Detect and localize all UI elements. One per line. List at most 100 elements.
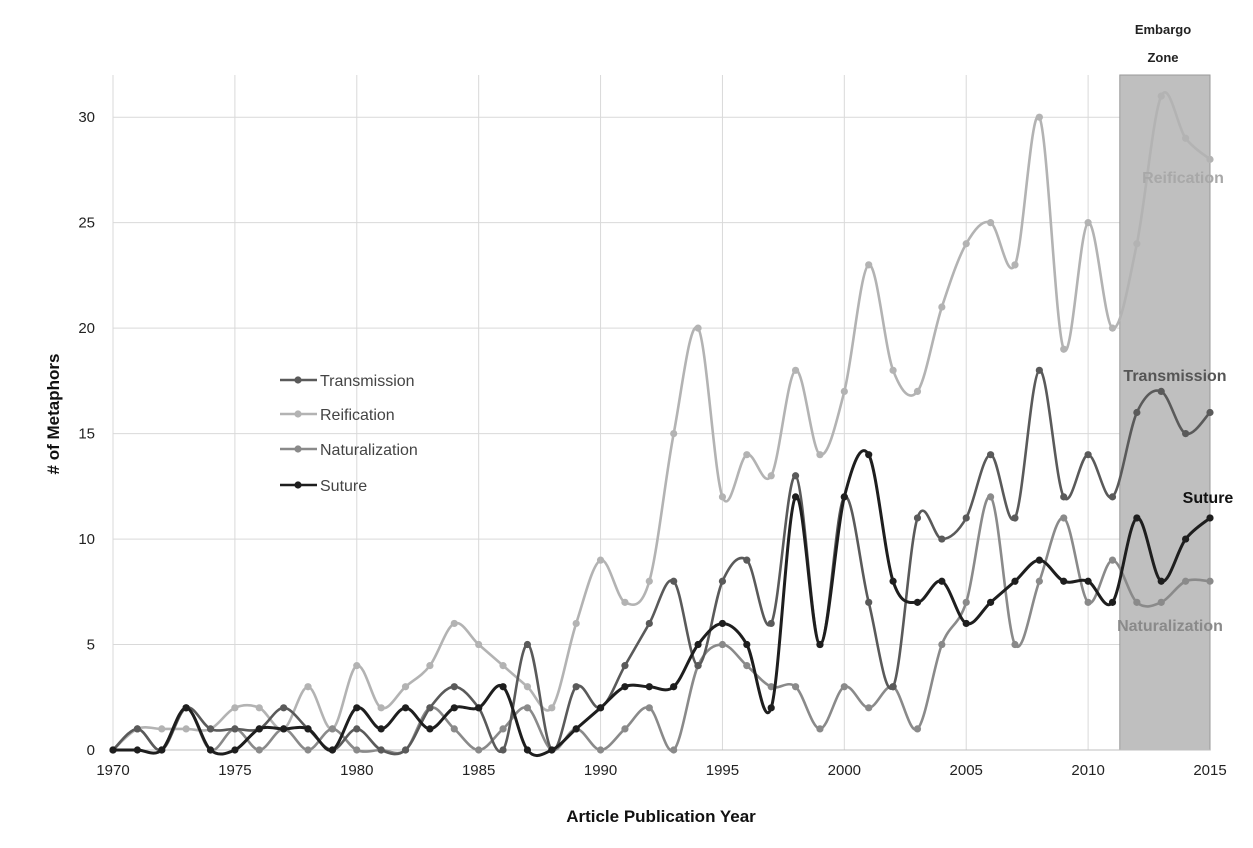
data-point bbox=[743, 556, 751, 564]
data-point bbox=[840, 683, 848, 691]
data-point bbox=[353, 746, 361, 754]
end-label-suture: Suture bbox=[1183, 490, 1234, 507]
data-point bbox=[743, 662, 751, 670]
legend-label-reification: Reification bbox=[320, 407, 395, 424]
data-point bbox=[938, 535, 946, 543]
data-point bbox=[1035, 556, 1043, 564]
data-point bbox=[791, 366, 800, 374]
data-point bbox=[767, 704, 775, 712]
data-point bbox=[938, 577, 946, 585]
legend-swatch-marker bbox=[294, 376, 302, 384]
data-point bbox=[962, 240, 970, 248]
data-point bbox=[523, 640, 532, 649]
data-point bbox=[475, 640, 483, 649]
data-point bbox=[791, 683, 800, 691]
data-point bbox=[1157, 577, 1165, 585]
data-point bbox=[865, 261, 873, 269]
data-point bbox=[645, 577, 653, 585]
data-point bbox=[158, 746, 166, 754]
series-suture bbox=[109, 449, 1214, 758]
data-point bbox=[1108, 493, 1117, 501]
data-point bbox=[767, 619, 775, 628]
x-tick-label: 1990 bbox=[584, 762, 617, 779]
data-point bbox=[572, 619, 580, 628]
data-point bbox=[401, 746, 410, 754]
data-point bbox=[499, 746, 507, 754]
data-point bbox=[889, 683, 897, 691]
data-point bbox=[158, 725, 166, 733]
data-point bbox=[1206, 155, 1214, 163]
data-point bbox=[182, 725, 190, 733]
data-point bbox=[743, 451, 751, 459]
data-point bbox=[133, 746, 141, 754]
data-point bbox=[304, 746, 312, 754]
data-point bbox=[889, 577, 897, 585]
embargo-label-line2: Zone bbox=[1147, 50, 1178, 65]
legend-swatch-marker bbox=[294, 410, 302, 418]
y-tick-label: 15 bbox=[78, 426, 95, 443]
data-point bbox=[255, 704, 263, 712]
series-reification bbox=[109, 91, 1214, 754]
data-point bbox=[1157, 92, 1165, 100]
y-axis-title: # of Metaphors bbox=[44, 354, 63, 475]
data-point bbox=[475, 704, 483, 712]
data-point bbox=[987, 219, 995, 227]
data-point bbox=[328, 746, 336, 754]
data-point bbox=[840, 493, 848, 501]
series-line bbox=[112, 91, 1211, 751]
data-point bbox=[548, 704, 556, 712]
data-point bbox=[523, 704, 532, 712]
data-point bbox=[499, 725, 507, 733]
data-point bbox=[743, 640, 751, 649]
data-point bbox=[767, 472, 775, 480]
x-tick-label: 2005 bbox=[950, 762, 983, 779]
data-point bbox=[938, 303, 946, 311]
data-point bbox=[377, 725, 385, 733]
grid-lines bbox=[112, 75, 1211, 751]
data-point bbox=[791, 493, 800, 501]
data-point bbox=[718, 640, 727, 649]
data-point bbox=[1035, 113, 1043, 121]
data-point bbox=[1133, 408, 1141, 417]
data-point bbox=[718, 619, 727, 628]
x-tick-label: 2010 bbox=[1071, 762, 1104, 779]
data-point bbox=[865, 704, 873, 712]
data-point bbox=[401, 704, 410, 712]
data-point bbox=[987, 493, 995, 501]
series-lines bbox=[109, 91, 1214, 758]
axes: 1970 1975 1980 1985 1990 1995 2000 2005 2010 2015… bbox=[78, 109, 1226, 779]
legend-label-transmission: Transmission bbox=[320, 373, 415, 390]
data-point bbox=[596, 556, 605, 564]
data-point bbox=[645, 704, 653, 712]
data-point bbox=[206, 725, 215, 733]
data-point bbox=[767, 683, 775, 691]
end-label-reification: Reification bbox=[1142, 170, 1224, 187]
data-point bbox=[987, 451, 995, 459]
data-point bbox=[1108, 324, 1117, 332]
data-point bbox=[645, 683, 653, 691]
data-point bbox=[670, 746, 678, 754]
data-point bbox=[1108, 556, 1117, 564]
data-point bbox=[304, 725, 312, 733]
data-point bbox=[499, 683, 507, 691]
x-axis-title: Article Publication Year bbox=[566, 807, 756, 826]
data-point bbox=[280, 704, 288, 712]
data-point bbox=[1060, 577, 1068, 585]
series-transmission bbox=[109, 366, 1214, 756]
legend-swatch-marker bbox=[294, 445, 302, 453]
data-point bbox=[450, 704, 458, 712]
data-point bbox=[694, 640, 702, 649]
x-tick-label: 1985 bbox=[462, 762, 495, 779]
data-point bbox=[596, 746, 605, 754]
data-point bbox=[1206, 514, 1214, 522]
data-point bbox=[133, 725, 141, 733]
data-point bbox=[962, 619, 970, 628]
x-tick-label: 1970 bbox=[96, 762, 129, 779]
data-point bbox=[621, 662, 629, 670]
data-point bbox=[1133, 240, 1141, 248]
data-point bbox=[670, 429, 678, 438]
legend-swatch-marker bbox=[294, 481, 302, 489]
data-point bbox=[426, 704, 434, 712]
data-point bbox=[1060, 493, 1068, 501]
